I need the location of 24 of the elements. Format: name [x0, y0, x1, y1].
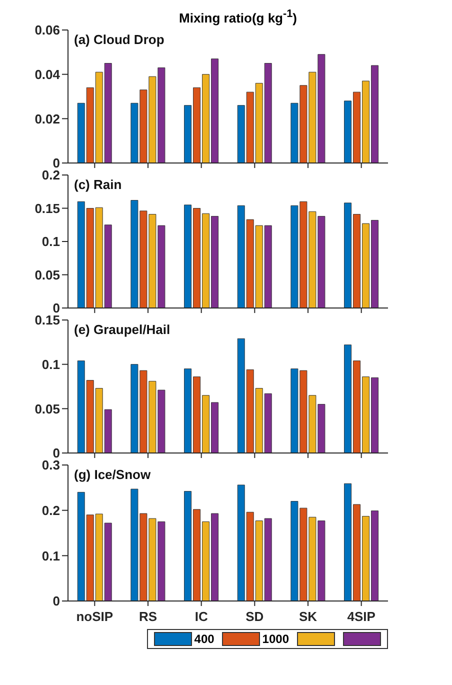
y-tick-label: 0.1: [42, 356, 60, 372]
chart-title: Mixing ratio(g kg$^{-1}$): [178, 8, 298, 26]
x-tick-label: SD: [246, 609, 264, 624]
y-tick-label: 0.05: [34, 401, 60, 416]
annotation: (e) Graupel/Hail: [74, 322, 170, 337]
y-tick-label: 0.04: [34, 66, 61, 82]
x-tick-label: SK: [298, 609, 318, 624]
annotation: (g) Ice/Snow: [74, 467, 151, 482]
x-tick-label: RS: [138, 609, 158, 624]
x-tick-label: IC: [194, 609, 208, 624]
y-tick-label: 0.05: [34, 267, 60, 282]
y-tick-label: 0.1: [42, 548, 60, 564]
y-tick-label: 0.2: [42, 502, 60, 518]
annotation: (c) Rain: [74, 177, 122, 192]
y-tick-label: 0.1: [42, 234, 60, 250]
x-tick-label: noSIP: [76, 609, 114, 624]
y-tick-label: 0.02: [34, 111, 60, 126]
y-tick-label: 0.15: [34, 200, 60, 216]
x-tick-label: 4SIP: [347, 609, 376, 624]
legend-label: 400: [194, 632, 214, 646]
annotation: (a) Cloud Drop: [74, 32, 164, 47]
legend-label: 1000: [262, 632, 289, 646]
y-tick-label: 0: [52, 594, 60, 609]
y-tick-label: 0.06: [34, 22, 60, 38]
